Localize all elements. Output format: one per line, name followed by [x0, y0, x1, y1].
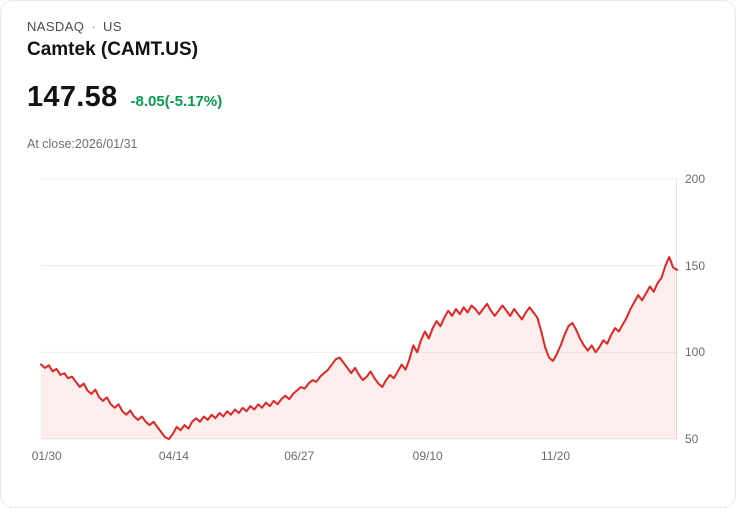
price-chart-svg — [40, 178, 678, 440]
price-row: 147.58 -8.05(-5.17%) — [27, 81, 222, 114]
x-tick-label: 11/20 — [540, 449, 571, 463]
separator-dot: · — [91, 19, 97, 34]
last-price: 147.58 — [27, 81, 118, 113]
x-tick-label: 06/27 — [284, 449, 315, 463]
price-line — [40, 256, 678, 440]
y-tick-label: 100 — [685, 345, 706, 360]
price-area-fill — [41, 257, 677, 439]
exchange-label: NASDAQ — [27, 19, 85, 34]
x-tick-label: 01/30 — [31, 449, 62, 463]
x-tick-label: 09/10 — [412, 449, 443, 463]
region-label: US — [103, 19, 122, 34]
price-chart — [40, 178, 678, 440]
y-tick-label: 50 — [685, 432, 699, 446]
instrument-title: Camtek (CAMT.US) — [27, 39, 199, 60]
y-tick-label: 200 — [685, 172, 706, 186]
exchange-row: NASDAQ · US — [27, 19, 122, 34]
price-change: -8.05(-5.17%) — [130, 93, 223, 110]
y-tick-label: 150 — [685, 258, 706, 273]
x-tick-label: 04/14 — [158, 449, 189, 463]
close-timestamp: At close:2026/01/31 — [27, 137, 138, 151]
